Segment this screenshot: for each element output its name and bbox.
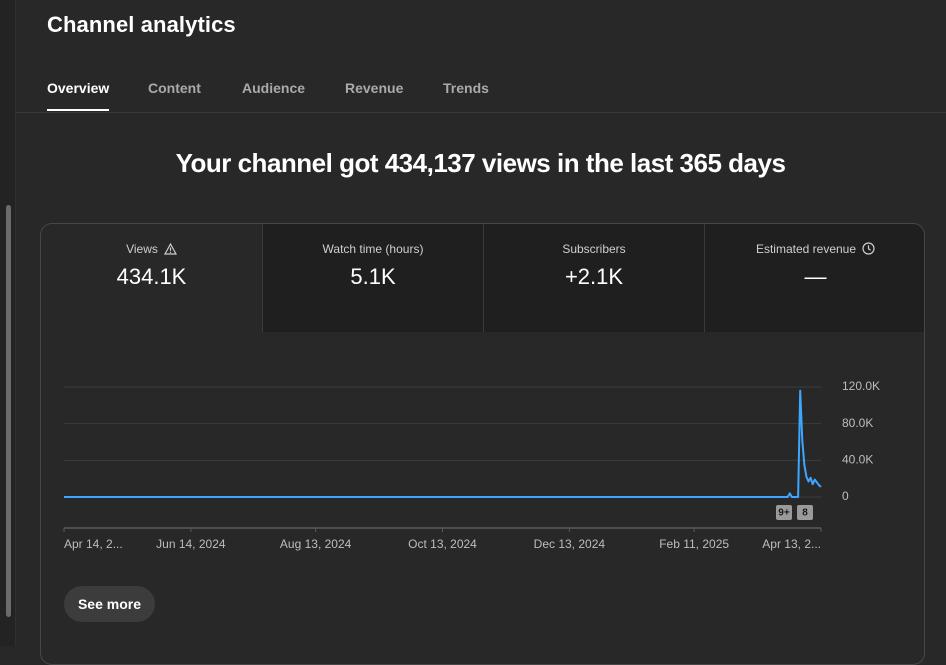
tab-underline: [47, 109, 109, 111]
metric-label: Subscribers: [562, 242, 626, 256]
marker-badge[interactable]: [776, 505, 792, 520]
metric-label-row: Views: [41, 242, 262, 256]
marker-label: 9+: [778, 508, 790, 519]
y-tick-label: 0: [842, 489, 849, 503]
metric-tab[interactable]: Watch time (hours) 5.1K: [262, 224, 483, 332]
x-tick-label: Jun 14, 2024: [156, 537, 226, 551]
analytics-card: Views 434.1K Watch time (hours) 5.1K Sub…: [40, 223, 925, 665]
x-tick-label: Feb 11, 2025: [659, 537, 729, 551]
see-more-button[interactable]: See more: [64, 586, 155, 622]
headline: Your channel got 434,137 views in the la…: [175, 148, 786, 178]
views-chart: 0 40.0K 80.0K 120.0K Apr 14, 2... Jun 14, 202…: [63, 379, 880, 551]
marker-label: 8: [802, 508, 808, 519]
tab[interactable]: Trends: [443, 80, 489, 96]
tab[interactable]: Content: [148, 80, 201, 96]
metric-tab[interactable]: Subscribers +2.1K: [483, 224, 704, 332]
y-tick-label: 80.0K: [842, 416, 873, 430]
metric-tab[interactable]: Views 434.1K: [41, 224, 262, 332]
metric-label: Watch time (hours): [322, 242, 424, 256]
metric-tab[interactable]: Estimated revenue —: [704, 224, 924, 332]
metric-value: +2.1K: [564, 264, 624, 289]
scrollbar[interactable]: [6, 205, 11, 617]
divider: [15, 112, 946, 113]
warning-icon: [163, 243, 177, 255]
tab[interactable]: Revenue: [345, 80, 404, 96]
metric-value: 5.1K: [350, 264, 396, 289]
tab[interactable]: Audience: [242, 80, 306, 96]
x-tick-label: Dec 13, 2024: [534, 537, 606, 551]
page-title: Channel analytics: [47, 12, 236, 37]
x-tick-label: Aug 13, 2024: [280, 537, 352, 551]
x-tick-label: Apr 14, 2...: [64, 537, 123, 551]
y-tick-label: 40.0K: [842, 453, 873, 467]
views-line: [64, 389, 822, 498]
metric-label-row: Estimated revenue: [705, 242, 924, 256]
y-tick-label: 120.0K: [842, 379, 880, 393]
metric-label: Views: [126, 242, 158, 256]
x-tick-label: Apr 13, 2...: [762, 537, 821, 551]
metric-value: 434.1K: [116, 264, 187, 289]
tab[interactable]: Overview: [47, 80, 110, 96]
page: {"header": {"title": "Channel analytics"…: [6, 0, 946, 665]
clock-icon: [862, 242, 875, 255]
metric-value: —: [804, 264, 827, 289]
x-tick-label: Oct 13, 2024: [408, 537, 477, 551]
metric-label: Estimated revenue: [755, 242, 857, 256]
marker-badge[interactable]: [797, 505, 813, 520]
